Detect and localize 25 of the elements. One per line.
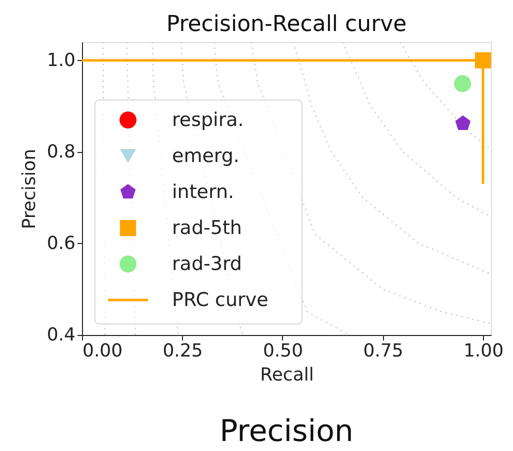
point [474,52,492,68]
point [454,75,472,92]
chart-title: Precision-Recall curve [166,12,407,37]
x-axis-title: Recall [260,364,314,386]
x-tick-label: 1.00 [463,340,504,362]
legend-label: rad-3rd [172,253,242,275]
x-tick-label: 0.25 [162,340,203,362]
x-tick-label: 0.50 [262,340,304,362]
legend-label: rad-5th [172,217,242,239]
y-tick-label: 1.0 [46,50,76,71]
line-series [292,42,491,275]
y-tick-label: 0.4 [46,324,76,346]
y-axis-title: Precision [18,148,40,230]
text: Precision [220,414,354,449]
y-tick-label: 0.8 [46,141,76,162]
x-tick-label: 0.75 [363,340,404,362]
point [455,115,471,130]
legend-label: intern. [172,181,234,203]
y-tick-label: 0.6 [46,232,76,254]
line-series [342,42,491,218]
legend-label: emerg. [172,145,240,167]
legend-label: PRC curve [172,289,268,311]
x-tick-label: 0.00 [82,340,123,362]
legend-label: respira. [172,109,244,131]
line-series [399,42,491,150]
